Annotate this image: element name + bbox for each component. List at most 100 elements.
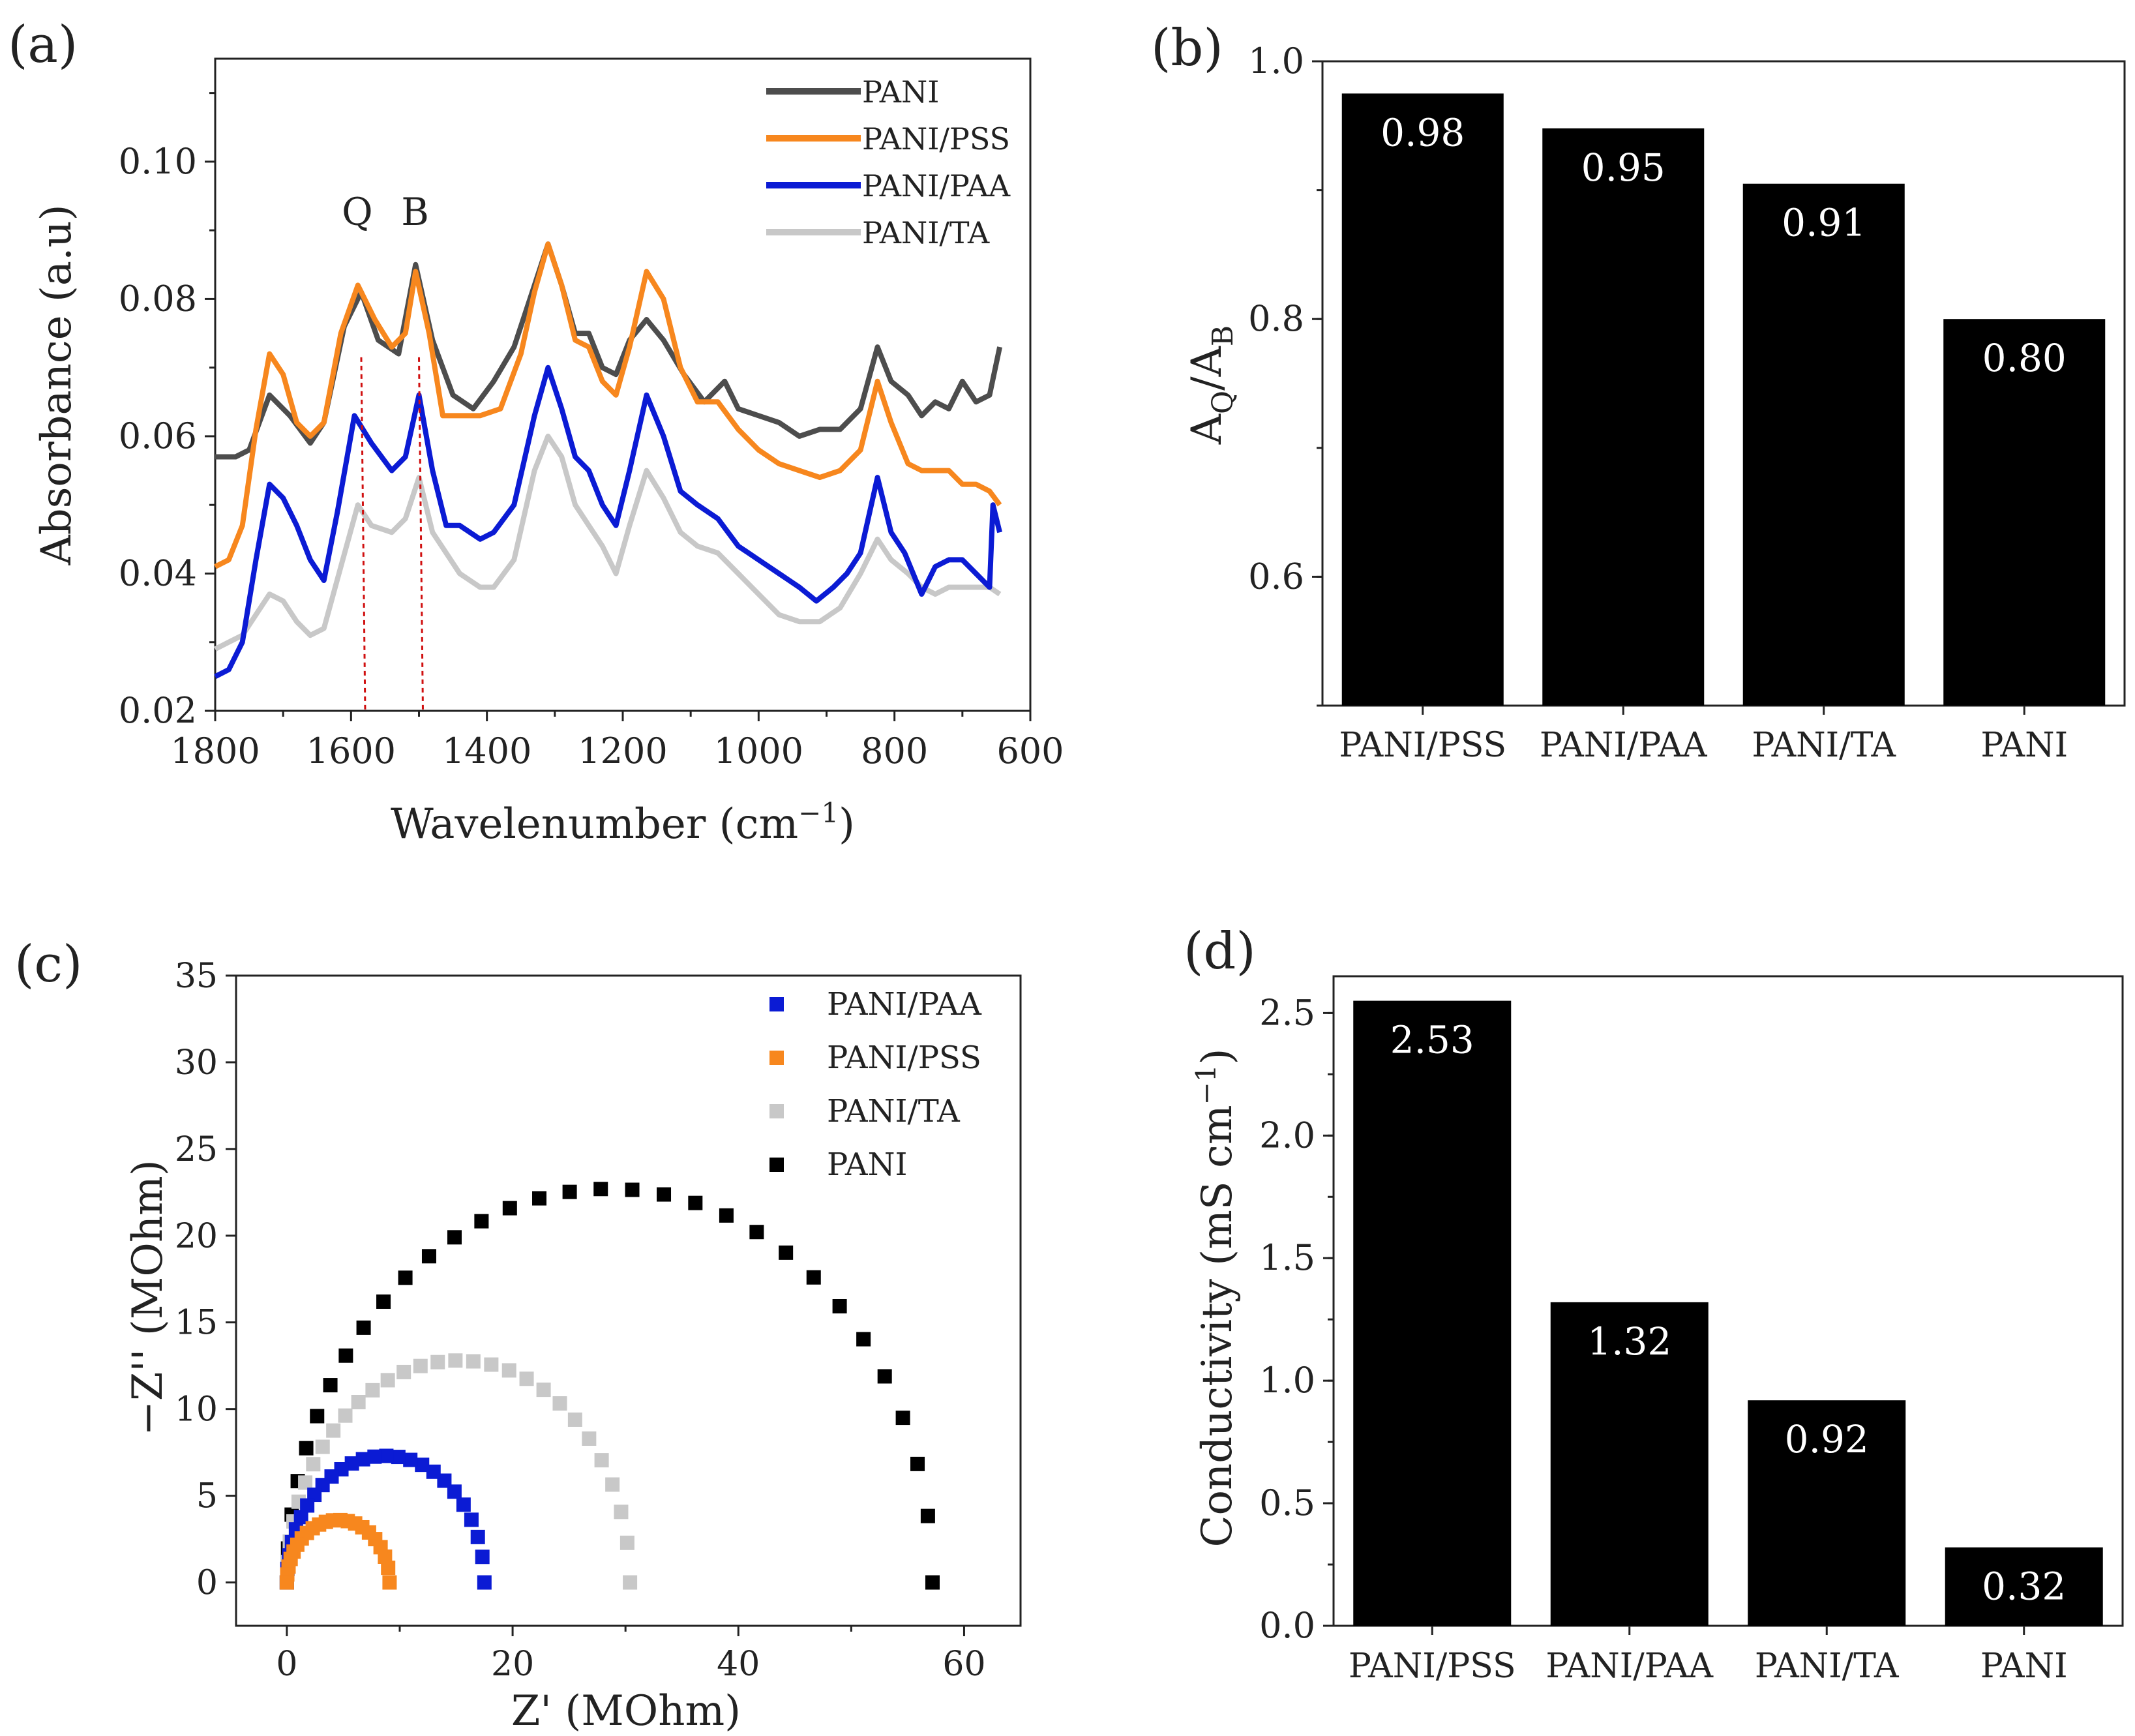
- data-point: [920, 1508, 935, 1523]
- data-point: [421, 1249, 436, 1264]
- data-point: [300, 1498, 315, 1513]
- data-point: [355, 1452, 370, 1467]
- data-point: [474, 1214, 489, 1229]
- x-category-label: PANI/PAA: [1545, 1647, 1714, 1686]
- data-point: [484, 1357, 499, 1372]
- data-point: [614, 1504, 629, 1519]
- data-point: [470, 1529, 485, 1544]
- data-point: [567, 1412, 582, 1427]
- y-tick-label: 1.0: [1259, 1360, 1315, 1401]
- panel-a-ticks: 1800 1600 1400 1200 1000 800 600 0.02 0.04 0.06 0.…: [119, 92, 1064, 771]
- y-tick-label: 0.6: [1248, 556, 1304, 597]
- peak-marker-line: [360, 357, 366, 711]
- legend-marker: [769, 1158, 784, 1172]
- y-tick-label: 20: [175, 1217, 218, 1256]
- legend-label: PANI/PAA: [862, 168, 1011, 203]
- panel-a-legend: PANI PANI/PSS PANI/PAA PANI/TA: [766, 74, 1011, 250]
- x-category-label: PANI/PSS: [1339, 726, 1506, 765]
- bar-value-label: 0.91: [1782, 201, 1866, 245]
- y-tick-label: 2.0: [1259, 1115, 1315, 1156]
- data-point: [413, 1358, 428, 1373]
- data-point: [605, 1477, 620, 1492]
- y-tick-label: 0: [196, 1564, 218, 1603]
- legend-label: PANI: [827, 1146, 908, 1183]
- panel-d-ylabel: Conductivity (mS cm−1): [1190, 1048, 1242, 1547]
- panel-c-series: [279, 1182, 940, 1590]
- data-point: [657, 1187, 672, 1202]
- data-point: [279, 1575, 294, 1590]
- y-tick-label: 0.5: [1259, 1482, 1315, 1523]
- legend-label: PANI/PSS: [862, 121, 1010, 157]
- data-point: [310, 1409, 325, 1424]
- panel-a-ftir-chart: 1800 1600 1400 1200 1000 800 600 0.02 0.04 0.06 0.…: [33, 57, 1064, 848]
- x-tick-label: 800: [861, 730, 928, 771]
- x-tick-label: 600: [996, 730, 1064, 771]
- bar-value-label: 2.53: [1390, 1018, 1474, 1062]
- data-point: [338, 1348, 353, 1363]
- data-point: [688, 1195, 703, 1210]
- y-tick-label: 1.5: [1259, 1237, 1315, 1278]
- data-point: [475, 1549, 490, 1564]
- data-point: [779, 1245, 794, 1260]
- data-point: [299, 1441, 314, 1456]
- data-point: [338, 1408, 353, 1423]
- x-category-label: PANI/PSS: [1349, 1647, 1516, 1686]
- bar-pani-ta: [1748, 1400, 1906, 1626]
- legend-label: PANI/TA: [862, 215, 990, 250]
- x-category-label: PANI/TA: [1755, 1647, 1900, 1686]
- x-tick-label: 1400: [442, 730, 531, 771]
- x-tick-label: 1200: [578, 730, 667, 771]
- bar-pani-ta: [1742, 183, 1905, 706]
- data-point: [426, 1464, 441, 1479]
- x-tick-label: 60: [942, 1645, 985, 1684]
- panel-label-c: (c): [14, 935, 83, 994]
- data-point: [326, 1423, 341, 1438]
- x-tick-label: 40: [717, 1645, 760, 1684]
- data-point: [464, 1512, 479, 1527]
- y-tick-label: 25: [175, 1130, 218, 1169]
- panel-c-legend: PANI/PAA PANI/PSS PANI/TA PANI: [769, 986, 982, 1183]
- data-point: [925, 1575, 940, 1590]
- data-point: [806, 1270, 821, 1285]
- series-pani-pss: [279, 1512, 397, 1590]
- panel-d-bars: 2.53 1.32 0.92 0.32: [1353, 1000, 2103, 1626]
- data-point: [381, 1561, 396, 1576]
- data-point: [582, 1431, 597, 1446]
- data-point: [365, 1383, 380, 1398]
- bar-pani-paa: [1550, 1302, 1709, 1626]
- data-point: [367, 1449, 382, 1464]
- panel-a-series: [214, 241, 1003, 679]
- data-point: [356, 1320, 371, 1335]
- series-line-pani-paa: [214, 365, 1002, 679]
- bar-pani: [1943, 319, 2106, 706]
- panel-label-d: (d): [1184, 922, 1256, 981]
- bar-pani-pss: [1353, 1000, 1512, 1626]
- data-point: [552, 1396, 567, 1411]
- data-point: [437, 1473, 452, 1488]
- panel-c-plot-frame: [235, 974, 1022, 1627]
- x-category-label: PANI/PAA: [1540, 726, 1708, 765]
- series-pani-ta: [279, 1353, 638, 1590]
- data-point: [376, 1294, 391, 1309]
- data-point: [448, 1353, 463, 1368]
- series-line-pani-pss: [214, 241, 1002, 569]
- data-point: [293, 1510, 308, 1525]
- legend-marker: [769, 997, 784, 1011]
- data-point: [477, 1575, 492, 1590]
- data-point: [382, 1575, 397, 1590]
- panel-label-b: (b): [1151, 19, 1223, 78]
- y-tick-label: 0.04: [119, 552, 197, 593]
- data-point: [625, 1182, 640, 1197]
- data-point: [832, 1298, 847, 1313]
- panel-a-xlabel: Wavelenumber (cm−1): [391, 797, 855, 848]
- data-point: [415, 1458, 430, 1473]
- panel-b-plot-frame: [1321, 60, 2126, 707]
- data-point: [396, 1364, 411, 1379]
- y-tick-label: 30: [175, 1043, 218, 1083]
- y-tick-label: 15: [175, 1304, 218, 1343]
- data-point: [749, 1225, 764, 1240]
- data-point: [536, 1383, 551, 1398]
